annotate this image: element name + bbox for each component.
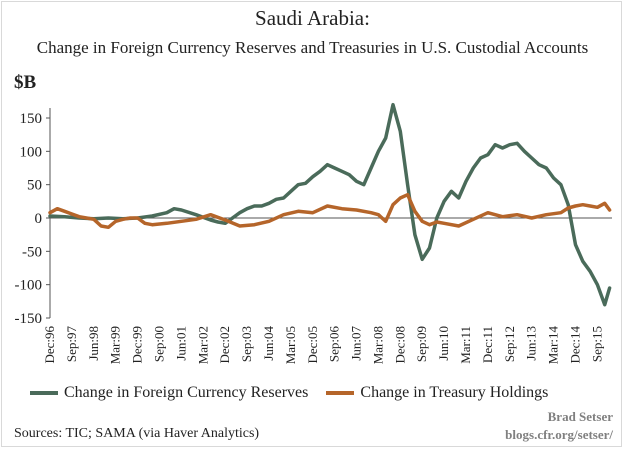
legend-label-reserves: Change in Foreign Currency Reserves [64,384,309,401]
x-tick-label: Dec:05 [305,326,320,364]
x-tick-label: Jun:01 [173,326,188,361]
x-tick-labels: Dec:96 Sep:97 Jun:98 Mar:99 Dec:99 Sep:00 Jun:… [42,326,604,365]
series-line-reserves [48,102,612,307]
axes [49,108,612,318]
x-tick-label: Dec:96 [42,326,57,364]
x-tick-label: Sep:15 [589,326,604,362]
y-tick-label: -100 [15,278,43,294]
series-lines [48,102,612,307]
x-tick-label: Mar:14 [546,326,561,365]
legend-item-reserves: Change in Foreign Currency Reserves [30,384,308,402]
chart-title: Saudi Arabia: [255,6,370,30]
legend-swatch-reserves [30,391,58,395]
x-tick-label: Jun:07 [349,326,364,361]
y-tick-label: 150 [20,111,43,127]
credit-author: Brad Setser [547,409,613,424]
y-tick-label: 50 [27,178,42,194]
x-tick-label: Mar:08 [370,326,385,364]
x-tick-label: Jun:04 [261,326,276,361]
x-tick-label: Jun:13 [524,326,539,361]
legend-swatch-treasury [326,391,355,395]
y-tick-label: 0 [35,211,43,227]
x-tick-label: Jun:98 [86,326,101,361]
y-tick-label: -150 [15,311,43,327]
x-tick-label: Dec:14 [568,326,583,364]
x-tick-label: Dec:99 [130,326,145,364]
x-tick-label: Sep:12 [502,326,517,362]
y-tick-label: 100 [20,144,43,160]
x-tick-label: Sep:09 [414,326,429,362]
y-tick-label: -50 [22,244,42,260]
y-axis-label: $B [14,72,37,93]
credit: Brad Setser blogs.cfr.org/setser/ [505,408,613,444]
legend-label-treasury: Change in Treasury Holdings [360,384,549,401]
credit-site: blogs.cfr.org/setser/ [505,427,613,442]
x-tick-label: Dec:11 [480,326,495,363]
chart-subtitle: Change in Foreign Currency Reserves and … [36,38,589,57]
x-tick-label: Mar:02 [195,326,210,364]
legend-item-treasury: Change in Treasury Holdings [326,384,548,402]
x-tick-label: Jun:10 [436,326,451,361]
sources-note: Sources: TIC; SAMA (via Haver Analytics) [14,426,260,441]
x-tick-label: Sep:06 [327,326,342,363]
legend: Change in Foreign Currency Reserves Chan… [30,384,620,402]
x-tick-label: Sep:00 [151,326,166,362]
x-tick-label: Dec:08 [392,326,407,364]
y-tick-labels: 150 100 50 0 -50 -100 -150 [15,111,50,327]
x-tick-label: Mar:99 [108,326,123,364]
x-tick-label: Mar:11 [458,326,473,364]
x-tick-label: Sep:03 [239,326,254,362]
x-tick-label: Sep:97 [64,326,79,363]
x-tick-label: Dec:02 [217,326,232,364]
series-line-treasury [48,192,612,230]
x-tick-label: Mar:05 [283,326,298,364]
